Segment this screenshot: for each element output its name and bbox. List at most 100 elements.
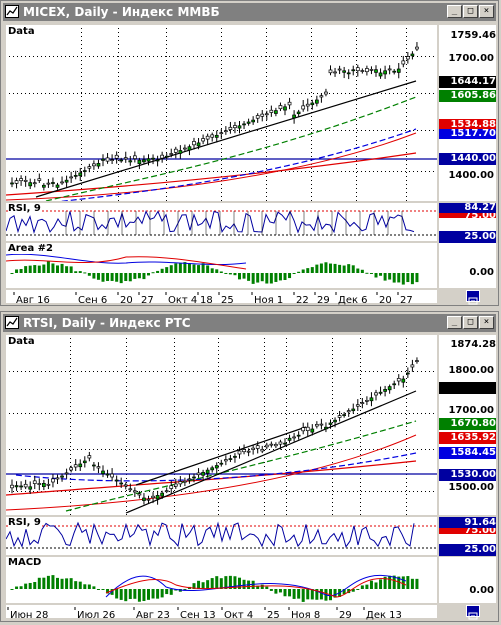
rtsi-macd-panel[interactable]: MACD bbox=[6, 557, 437, 603]
maximize-button[interactable]: □ bbox=[463, 5, 478, 18]
micex-rsi-panel[interactable]: RSI, 9 bbox=[6, 203, 437, 241]
grid-dot bbox=[406, 370, 407, 371]
grid-dot bbox=[264, 434, 265, 435]
grid-dot bbox=[97, 56, 98, 57]
grid-dot bbox=[149, 491, 150, 492]
grid-dot bbox=[165, 413, 166, 414]
grid-dot bbox=[181, 130, 182, 131]
grid-dot bbox=[126, 470, 127, 471]
grid-dot bbox=[81, 200, 82, 201]
grid-dot bbox=[17, 56, 18, 57]
area-bar bbox=[365, 272, 369, 274]
grid-dot bbox=[269, 130, 270, 131]
grid-dot bbox=[70, 406, 71, 407]
area-bar bbox=[210, 268, 214, 273]
grid-dot bbox=[293, 130, 294, 131]
grid-dot bbox=[97, 93, 98, 94]
micex-area-panel[interactable]: Area #2 bbox=[6, 243, 437, 288]
grid-dot bbox=[332, 478, 333, 479]
scroll-right-button[interactable] bbox=[466, 605, 480, 620]
grid-dot bbox=[356, 140, 357, 141]
grid-dot bbox=[286, 414, 287, 415]
grid-dot bbox=[213, 93, 214, 94]
area-bar bbox=[83, 272, 87, 274]
grid-dot bbox=[409, 93, 410, 94]
grid-dot bbox=[241, 171, 242, 172]
area-bar bbox=[374, 273, 378, 278]
grid-dot bbox=[33, 56, 34, 57]
grid-dot bbox=[289, 56, 290, 57]
grid-dot bbox=[129, 93, 130, 94]
grid-dot bbox=[137, 130, 138, 131]
candle bbox=[137, 493, 142, 496]
grid-dot bbox=[81, 36, 82, 37]
micex-price-panel[interactable]: Data bbox=[6, 25, 437, 201]
candle bbox=[374, 392, 378, 396]
grid-dot bbox=[81, 128, 82, 129]
grid-dot bbox=[118, 92, 119, 93]
grid-dot bbox=[85, 491, 86, 492]
grid-dot bbox=[174, 490, 175, 491]
grid-dot bbox=[286, 382, 287, 383]
grid-dot bbox=[305, 491, 306, 492]
macd-bar bbox=[165, 589, 169, 595]
close-button[interactable]: × bbox=[479, 5, 494, 18]
grid-dot bbox=[321, 56, 322, 57]
grid-dot bbox=[169, 130, 170, 131]
grid-dot bbox=[73, 413, 74, 414]
grid-dot bbox=[81, 72, 82, 73]
area-bar bbox=[197, 265, 201, 273]
grid-dot bbox=[301, 413, 302, 414]
grid-dot bbox=[325, 491, 326, 492]
grid-dot bbox=[193, 93, 194, 94]
grid-dot bbox=[33, 413, 34, 414]
grid-dot bbox=[429, 93, 430, 94]
scroll-right-button[interactable] bbox=[466, 290, 480, 305]
macd-bar bbox=[142, 589, 146, 602]
grid-dot bbox=[174, 402, 175, 403]
grid-dot bbox=[321, 491, 322, 492]
rsi-lower-tag: 25.00 bbox=[439, 231, 496, 243]
rtsi-rsi-panel[interactable]: RSI, 9 bbox=[6, 517, 437, 555]
grid-dot bbox=[25, 491, 26, 492]
grid-dot bbox=[133, 449, 134, 450]
macd-bar bbox=[169, 589, 173, 595]
grid-dot bbox=[373, 171, 374, 172]
rtsi-price-panel[interactable]: Data bbox=[6, 335, 437, 515]
grid-dot bbox=[397, 449, 398, 450]
grid-dot bbox=[421, 56, 422, 57]
rtsi-title-bar[interactable]: RTSI, Daily - Индекс РТС _ □ × bbox=[3, 314, 496, 332]
support-price-tag: 1440.00 bbox=[439, 153, 496, 165]
grid-dot bbox=[181, 56, 182, 57]
grid-dot bbox=[218, 418, 219, 419]
grid-dot bbox=[126, 514, 127, 515]
minimize-button[interactable]: _ bbox=[447, 5, 462, 18]
close-button[interactable]: × bbox=[479, 316, 494, 329]
grid-dot bbox=[249, 171, 250, 172]
grid-dot bbox=[406, 176, 407, 177]
area-bar bbox=[283, 273, 287, 280]
maximize-button[interactable]: □ bbox=[463, 316, 478, 329]
grid-dot bbox=[237, 413, 238, 414]
candle bbox=[132, 155, 137, 159]
candle bbox=[292, 436, 296, 439]
grid-dot bbox=[89, 130, 90, 131]
grid-dot bbox=[281, 56, 282, 57]
grid-dot bbox=[126, 486, 127, 487]
grid-dot bbox=[37, 56, 38, 57]
grid-dot bbox=[181, 449, 182, 450]
grid-dot bbox=[174, 430, 175, 431]
area-bar bbox=[274, 273, 278, 282]
rsi-line bbox=[6, 210, 415, 234]
grid-dot bbox=[174, 362, 175, 363]
minimize-button[interactable]: _ bbox=[447, 316, 462, 329]
grid-dot bbox=[101, 56, 102, 57]
grid-dot bbox=[97, 130, 98, 131]
grid-dot bbox=[37, 413, 38, 414]
rtsi-time-axis: Июн 28 Июл 26 Авг 23 Сен 13 Окт 4 25 Ноя 8 29 Де… bbox=[6, 605, 437, 621]
grid-dot bbox=[406, 140, 407, 141]
micex-title-bar[interactable]: MICEX, Daily - Индекс ММВБ _ □ × bbox=[3, 3, 496, 21]
candle bbox=[114, 154, 119, 159]
grid-dot bbox=[41, 371, 42, 372]
grid-dot bbox=[406, 342, 407, 343]
